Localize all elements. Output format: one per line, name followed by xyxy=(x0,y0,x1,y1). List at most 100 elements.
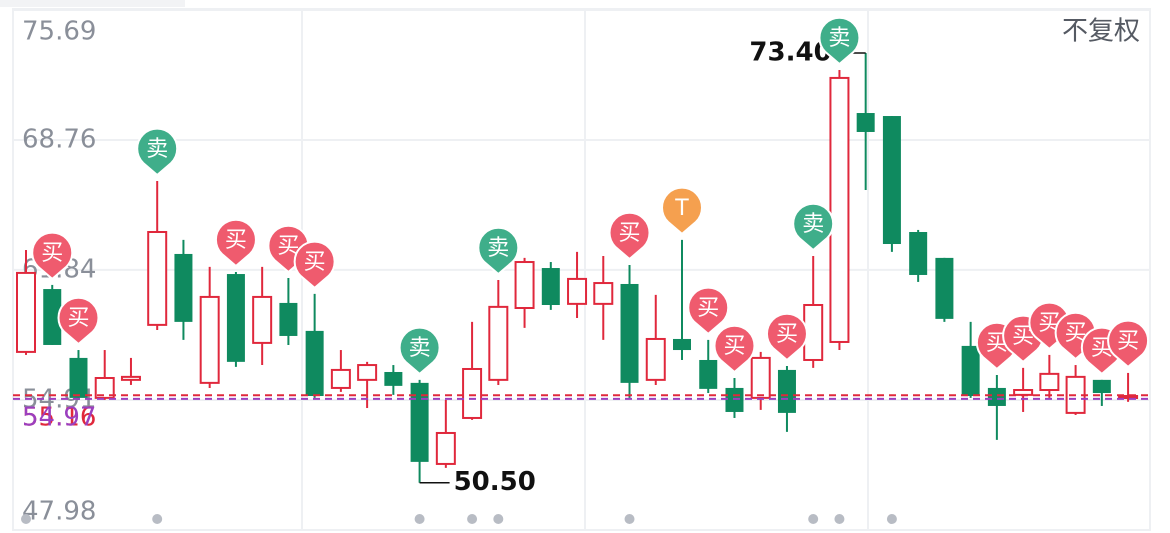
candle-body xyxy=(987,387,1006,406)
pin-shape xyxy=(1107,319,1150,369)
event-dot xyxy=(414,514,425,524)
pin-shape xyxy=(687,286,730,336)
pin-label: 买 xyxy=(304,250,326,275)
annotation-label: 50.50 xyxy=(454,467,536,497)
annotation-label: 73.40 xyxy=(749,37,831,67)
pin-label: 买 xyxy=(1065,321,1087,346)
pin-label: 买 xyxy=(776,322,798,347)
signal-pin: 买 xyxy=(687,286,730,336)
y-tick-label: 47.98 xyxy=(22,497,96,527)
candle-body xyxy=(410,382,429,462)
candle-body xyxy=(226,274,245,362)
signal-pin: 买 xyxy=(57,296,100,346)
pin-label: 卖 xyxy=(409,336,431,361)
signal-pin: 买 xyxy=(293,240,336,290)
signal-pin: 买 xyxy=(608,211,651,261)
pin-label: 卖 xyxy=(487,236,509,261)
pin-label: 买 xyxy=(1012,324,1034,349)
signal-pin: 买 xyxy=(713,324,756,374)
candle-body xyxy=(305,330,324,397)
candle-body xyxy=(330,368,351,389)
candle-body xyxy=(16,271,36,353)
candle-body xyxy=(699,359,718,389)
pin-label: T xyxy=(674,196,689,221)
candle-body xyxy=(514,261,535,310)
top-tab xyxy=(0,0,185,7)
candle-body xyxy=(384,371,403,386)
event-dot xyxy=(467,514,478,524)
pin-shape xyxy=(293,240,336,290)
pin-label: 买 xyxy=(225,228,247,253)
signal-pin: 卖 xyxy=(792,202,835,252)
candle-body xyxy=(541,268,560,305)
candle-body xyxy=(882,116,901,245)
candle-body xyxy=(199,295,220,384)
pin-label: 买 xyxy=(697,296,719,321)
candle-body xyxy=(1092,379,1111,394)
candle-body xyxy=(435,431,456,465)
candle-body xyxy=(94,376,115,399)
candle-body xyxy=(961,345,980,397)
pin-label: 买 xyxy=(619,221,641,246)
pin-shape xyxy=(818,16,861,66)
candle-body xyxy=(147,230,168,326)
pin-label: 卖 xyxy=(802,212,824,237)
pin-shape xyxy=(214,218,257,268)
signal-pin: 买 xyxy=(1107,319,1150,369)
event-dot xyxy=(624,514,635,524)
event-dot xyxy=(808,514,819,524)
pin-shape xyxy=(661,186,703,236)
candle-body xyxy=(1039,372,1060,392)
event-dot xyxy=(493,514,504,524)
candle-body xyxy=(120,375,141,381)
pin-shape xyxy=(713,324,756,374)
signal-pin: 卖 xyxy=(398,326,441,376)
signal-pin: 买 xyxy=(214,218,257,268)
candle-body xyxy=(174,253,193,322)
candle-body xyxy=(252,295,273,344)
candle-body xyxy=(69,357,88,398)
candle-body xyxy=(279,302,298,336)
pin-shape xyxy=(136,127,179,177)
pin-label: 买 xyxy=(1117,329,1139,354)
pin-shape xyxy=(766,312,808,362)
pin-label: 卖 xyxy=(828,26,850,51)
candle-body xyxy=(488,305,509,381)
candle-body xyxy=(462,367,483,419)
pin-label: 买 xyxy=(723,334,745,359)
pin-shape xyxy=(31,231,74,281)
candle-body xyxy=(1118,395,1139,400)
pin-label: 卖 xyxy=(146,137,168,162)
signal-pin: 卖 xyxy=(818,16,861,66)
candle-body xyxy=(829,76,850,343)
ref-line-label: 55.16 xyxy=(22,403,96,433)
adjust-label: 不复权 xyxy=(1062,17,1140,47)
candle-body xyxy=(856,113,875,132)
candle-body xyxy=(1013,389,1034,396)
pin-shape xyxy=(398,326,441,376)
event-dot xyxy=(886,514,897,524)
event-dot xyxy=(21,514,31,524)
signal-pin: 卖 xyxy=(477,226,520,276)
pin-label: 买 xyxy=(277,234,299,259)
pin-shape xyxy=(792,202,835,252)
pin-label: 买 xyxy=(41,241,63,266)
candle-body xyxy=(750,356,771,399)
candle-body xyxy=(645,337,666,381)
candle-body xyxy=(620,283,639,383)
candle-body xyxy=(909,231,928,275)
candle-body xyxy=(357,364,378,381)
pin-label: 买 xyxy=(67,306,89,331)
y-tick-label: 75.69 xyxy=(22,17,96,47)
pin-shape xyxy=(608,211,651,261)
candle-body xyxy=(673,338,691,351)
pin-shape xyxy=(57,296,100,346)
signal-pin: 买 xyxy=(31,231,74,281)
signal-pin: 卖 xyxy=(136,127,179,177)
signal-pin: T xyxy=(661,186,703,236)
candle-body xyxy=(935,257,954,319)
event-dot xyxy=(834,514,845,524)
candle-body xyxy=(593,282,614,305)
ref-line-label: 54.97 xyxy=(22,403,96,433)
